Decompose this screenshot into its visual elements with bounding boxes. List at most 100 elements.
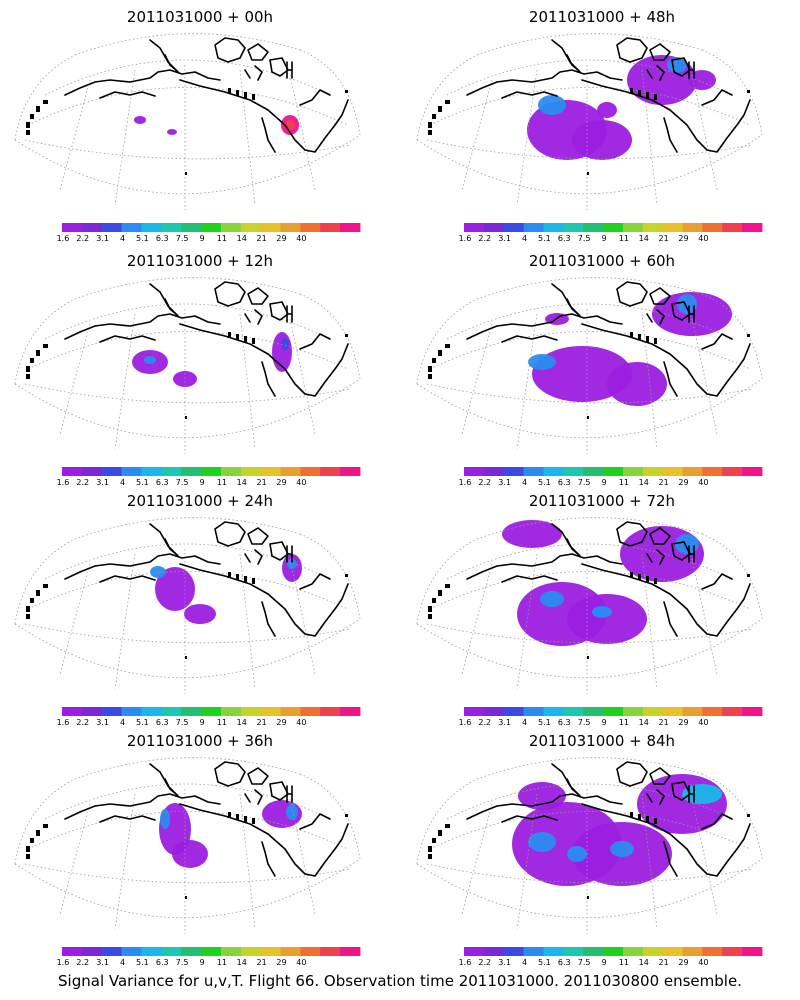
color-bar-swatch: [503, 707, 524, 716]
panel-title: 2011031000 + 48h: [529, 8, 675, 26]
color-bar-swatch: [523, 223, 544, 232]
color-bar-swatch: [220, 223, 242, 232]
color-bar-label: 14: [639, 478, 649, 487]
color-bar-swatch: [742, 947, 763, 956]
color-bar-label: 2.2: [478, 478, 491, 487]
color-bar-label: 14: [639, 234, 649, 243]
color-bar-swatch: [260, 707, 281, 716]
color-bar-label: 9: [199, 478, 204, 487]
color-bar-swatch: [320, 707, 341, 716]
color-bar-label: 21: [659, 958, 669, 967]
color-bar-label: 14: [639, 718, 649, 727]
color-bar-swatch: [702, 223, 723, 232]
color-bar-swatch: [161, 223, 182, 232]
variance-contour: [160, 809, 170, 829]
color-bar-swatch: [464, 707, 485, 716]
color-bar-swatch: [583, 223, 604, 232]
color-bar-swatch: [682, 467, 703, 476]
color-bar-label: 6.3: [156, 478, 169, 487]
color-bar-label: 29: [276, 478, 286, 487]
color-bar-swatch: [543, 707, 564, 716]
color-bar-label: 7.5: [176, 234, 189, 243]
color-bar-swatch: [340, 223, 361, 232]
variance-field: [150, 554, 302, 624]
color-bar-label: 2.2: [76, 234, 89, 243]
color-bar-swatch: [121, 947, 142, 956]
color-bar-label: 40: [296, 718, 306, 727]
color-bar-swatch: [503, 223, 524, 232]
variance-field: [159, 800, 302, 868]
color-bar-swatch: [503, 947, 524, 956]
color-bar-label: 11: [217, 234, 227, 243]
color-bar-swatch: [181, 947, 202, 956]
color-bar-swatch: [260, 947, 281, 956]
color-bar-label: 4: [120, 478, 125, 487]
color-bar-swatch: [201, 467, 222, 476]
color-bar-label: 1.6: [57, 958, 70, 967]
color-bar-label: 5.1: [538, 718, 551, 727]
map-panel: 2011031000 + 72h 1.6 2.2 3.1 4 5.1 6.3 7.5 9 11 14…: [416, 492, 763, 727]
color-bar-label: 9: [601, 234, 606, 243]
panel-title: 2011031000 + 72h: [529, 492, 675, 510]
color-bar-swatch: [280, 223, 301, 232]
color-bar-swatch: [62, 707, 83, 716]
color-bar-swatch: [121, 467, 142, 476]
color-bar-swatch: [121, 223, 142, 232]
color-bar-swatch: [742, 223, 763, 232]
color-bar-label: 29: [678, 478, 688, 487]
color-bar-label: 11: [217, 478, 227, 487]
variance-contour: [502, 520, 562, 548]
color-bar-swatch: [340, 947, 361, 956]
color-bar-swatch: [161, 707, 182, 716]
color-bar-swatch: [622, 947, 644, 956]
color-bar-swatch: [642, 223, 664, 232]
variance-contour: [184, 604, 216, 624]
color-bar-label: 6.3: [558, 234, 571, 243]
color-bar-swatch: [563, 467, 584, 476]
color-bar-label: 3.1: [498, 478, 511, 487]
color-bar-label: 14: [237, 718, 247, 727]
variance-contour: [675, 534, 699, 554]
color-bar-label: 3.1: [96, 234, 109, 243]
variance-contour: [567, 594, 647, 644]
color-bar-swatch: [181, 707, 202, 716]
color-bar-swatch: [603, 947, 624, 956]
color-bar-label: 1.6: [57, 478, 70, 487]
color-bar-swatch: [662, 223, 683, 232]
color-bar-swatch: [603, 707, 624, 716]
color-bar-label: 6.3: [156, 718, 169, 727]
color-bar-label: 9: [199, 958, 204, 967]
color-bar-label: 3.1: [498, 718, 511, 727]
color-bar-label: 1.6: [57, 234, 70, 243]
figure-caption: Signal Variance for u,v,T. Flight 66. Ob…: [58, 972, 742, 990]
variance-contour: [532, 346, 632, 402]
color-bar-swatch: [543, 223, 564, 232]
variance-contour: [597, 102, 617, 118]
color-bar-label: 1.6: [459, 958, 472, 967]
color-bar: 1.6 2.2 3.1 4 5.1 6.3 7.5 9 11 14 21 29 40: [459, 707, 763, 727]
color-bar-swatch: [280, 707, 301, 716]
color-bar-swatch: [260, 223, 281, 232]
color-bar-swatch: [662, 467, 683, 476]
color-bar-label: 1.6: [459, 718, 472, 727]
color-bar-label: 5.1: [136, 958, 149, 967]
color-bar-swatch: [181, 223, 202, 232]
color-bar-swatch: [81, 467, 103, 476]
color-bar-swatch: [340, 707, 361, 716]
color-bar-swatch: [340, 467, 361, 476]
variance-contour: [286, 804, 298, 820]
color-bar-label: 3.1: [96, 718, 109, 727]
color-bar-label: 29: [276, 958, 286, 967]
variance-field: [134, 115, 299, 135]
color-bar-swatch: [464, 947, 485, 956]
color-bar-swatch: [583, 947, 604, 956]
color-bar-label: 6.3: [156, 958, 169, 967]
color-bar: 1.6 2.2 3.1 4 5.1 6.3 7.5 9 11 14 21 29 40: [57, 467, 361, 487]
variance-contour: [592, 606, 612, 618]
color-bar-label: 4: [522, 958, 527, 967]
variance-contour: [688, 70, 716, 90]
color-bar-label: 29: [276, 718, 286, 727]
color-bar-swatch: [121, 707, 142, 716]
color-bar-swatch: [220, 467, 242, 476]
color-bar-label: 4: [120, 234, 125, 243]
